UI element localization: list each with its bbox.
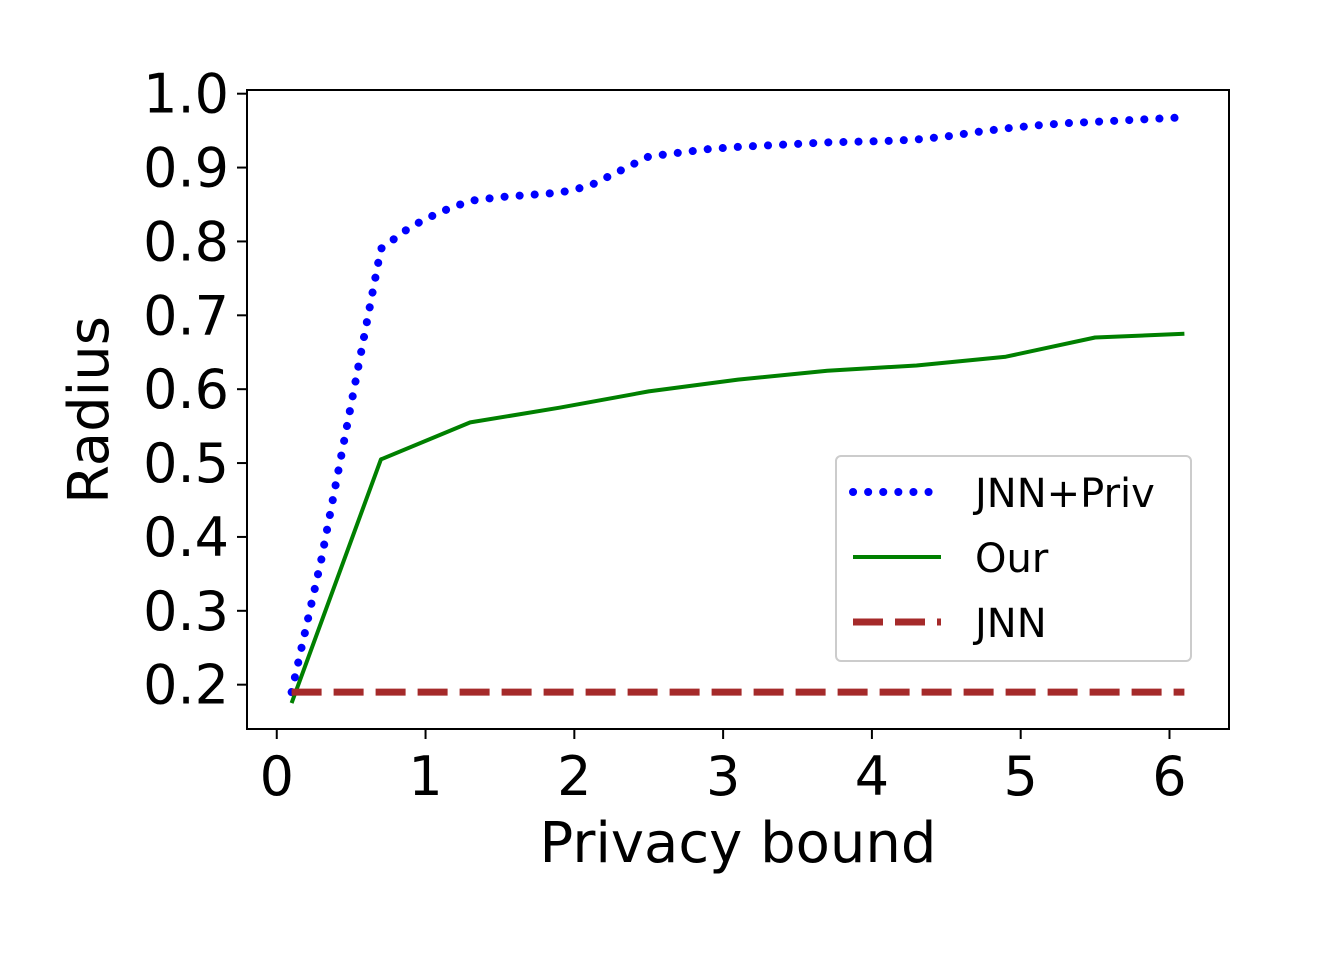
y-tick-label: 0.5 — [143, 432, 229, 495]
y-tick-label: 0.7 — [143, 284, 229, 347]
x-tick-label: 2 — [557, 745, 591, 808]
legend-box — [835, 455, 1192, 662]
x-axis-ticks: 0 1 2 3 4 5 6 — [260, 729, 1187, 808]
x-tick-label: 0 — [260, 745, 294, 808]
series-line-our — [289, 331, 1185, 704]
x-tick-label: 6 — [1152, 745, 1186, 808]
plot-area — [246, 89, 1230, 730]
y-tick-label: 0.2 — [143, 654, 229, 717]
y-axis-label: Radius — [57, 316, 122, 504]
y-tick-label: 0.8 — [143, 210, 229, 273]
y-tick-label: 1.0 — [143, 63, 229, 126]
x-tick-label: 5 — [1004, 745, 1038, 808]
y-tick-label: 0.9 — [143, 137, 229, 200]
x-tick-label: 4 — [855, 745, 889, 808]
y-tick-label: 0.4 — [143, 506, 229, 569]
y-tick-label: 0.3 — [143, 580, 229, 643]
x-tick-label: 1 — [408, 745, 442, 808]
series-line-jnn-priv — [287, 113, 1189, 697]
x-tick-label: 3 — [706, 745, 740, 808]
plot-frame — [246, 89, 1230, 730]
legend: JNN+Priv Our JNN — [835, 455, 1192, 662]
legend-label: Our — [975, 536, 1049, 582]
x-axis-label: Privacy bound — [540, 811, 937, 876]
y-tick-label: 0.6 — [143, 358, 229, 421]
y-axis-ticks: 0.2 0.3 0.4 0.5 0.6 0.7 0.8 0.9 1.0 — [143, 63, 247, 717]
legend-label: JNN — [972, 601, 1047, 647]
series-layer — [287, 113, 1189, 704]
legend-label: JNN+Priv — [972, 471, 1155, 517]
